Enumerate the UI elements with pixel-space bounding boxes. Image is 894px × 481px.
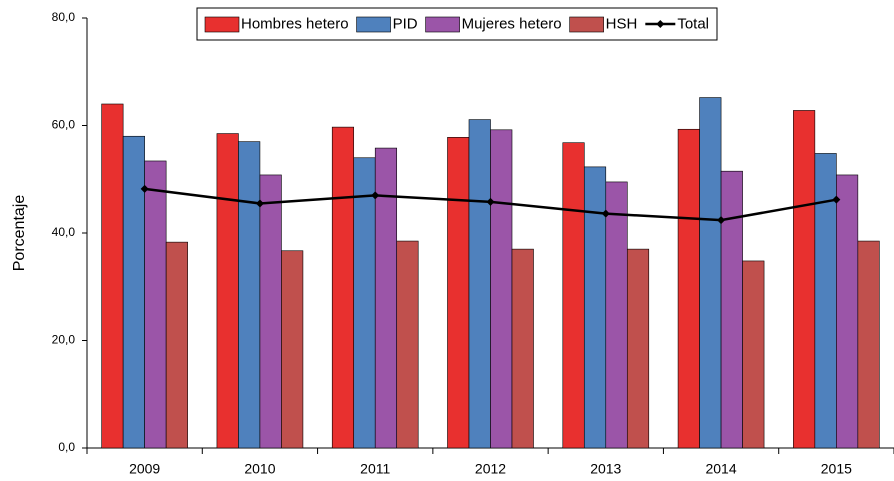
legend-label: Mujeres hetero: [462, 15, 562, 32]
legend-marker: [656, 20, 665, 28]
bar: [165, 241, 188, 449]
bar: [699, 97, 722, 449]
bar: [583, 166, 607, 449]
y-tick-label: 60,0: [52, 118, 76, 132]
bar: [468, 119, 491, 449]
y-tick-label: 80,0: [52, 10, 76, 24]
x-tick-label: 2013: [590, 461, 621, 477]
legend-label: Total: [677, 15, 709, 32]
x-tick-label: 2015: [821, 461, 852, 477]
y-tick-label: 40,0: [52, 225, 76, 239]
legend-label: HSH: [606, 15, 638, 32]
bar: [281, 250, 304, 449]
bar: [259, 174, 282, 449]
bar: [626, 248, 650, 449]
bar: [562, 142, 585, 449]
line-marker: [486, 197, 495, 206]
bar: [677, 128, 700, 449]
bar: [331, 126, 355, 449]
x-tick-label: 2009: [129, 461, 160, 477]
line-marker: [601, 209, 610, 218]
bar: [742, 260, 765, 449]
bar: [101, 103, 124, 449]
bar: [490, 129, 513, 449]
legend-swatch: [425, 16, 460, 33]
bar: [122, 135, 145, 449]
line-marker: [255, 199, 264, 208]
legend: Hombres hetero PID Mujeres hetero HSH Total: [196, 7, 718, 41]
y-tick-label: 0,0: [58, 440, 75, 454]
bar: [836, 174, 859, 449]
legend-label: Hombres hetero: [241, 15, 349, 32]
x-tick-label: 2010: [244, 461, 275, 477]
line-marker: [717, 216, 726, 225]
bar: [238, 141, 261, 449]
bar: [144, 160, 167, 449]
bar: [353, 157, 376, 449]
bar: [720, 170, 743, 449]
y-tick-label: 20,0: [52, 333, 76, 347]
bar: [793, 110, 816, 449]
legend-label: PID: [393, 15, 418, 32]
bar: [814, 153, 837, 449]
bar: [605, 181, 628, 449]
bar: [447, 137, 470, 449]
bar: [857, 240, 880, 449]
bar: [216, 133, 239, 449]
bar: [374, 147, 398, 449]
y-axis-label: Porcentaje: [11, 195, 28, 272]
line-marker: [371, 191, 380, 200]
bar: [511, 248, 534, 449]
x-tick-label: 2011: [360, 461, 390, 477]
legend-swatch: [569, 16, 604, 33]
bar: [396, 240, 419, 449]
line-marker: [140, 184, 149, 193]
line-marker: [832, 195, 841, 204]
x-tick-label: 2014: [705, 461, 736, 477]
legend-swatch: [204, 16, 240, 33]
legend-swatch: [356, 16, 391, 33]
x-tick-label: 2012: [475, 461, 506, 477]
